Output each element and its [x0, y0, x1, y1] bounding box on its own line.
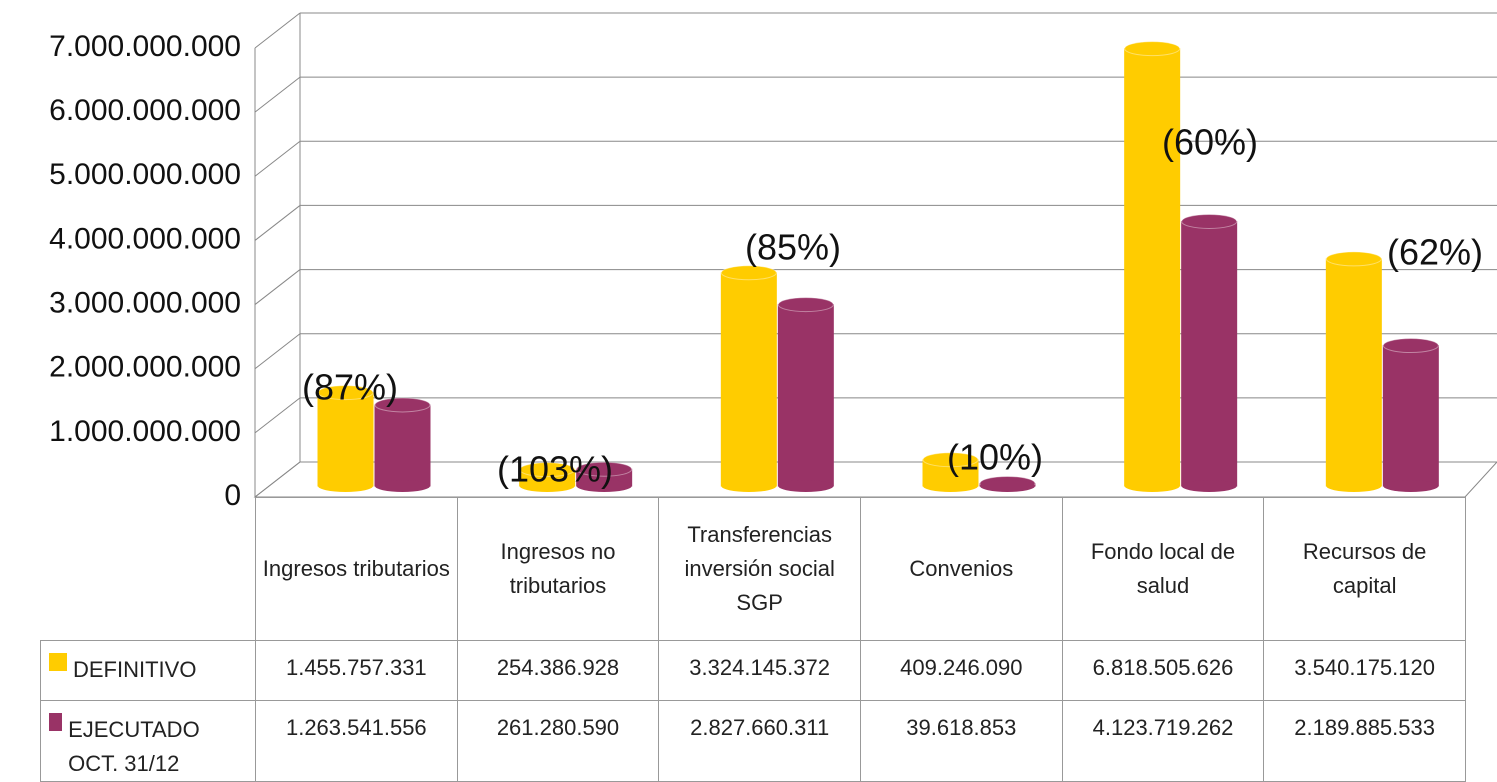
bar-base: [778, 480, 834, 492]
legend-label: DEFINITIVO: [73, 657, 197, 682]
x-tick-label: Recursos de capital: [1263, 497, 1466, 641]
annotation: (85%): [745, 227, 841, 268]
table-value: 2.827.660.311: [658, 700, 861, 782]
bar-cap: [1124, 41, 1181, 57]
x-tick-label: Transferencias inversión social SGP: [658, 497, 861, 641]
bar-base: [318, 480, 373, 492]
bar-base: [721, 480, 777, 492]
y-tick-label: 0: [224, 479, 241, 512]
bar-base: [1383, 480, 1439, 492]
bar: [1382, 345, 1439, 487]
table-value: 409.246.090: [860, 640, 1063, 701]
table-value: 39.618.853: [860, 700, 1063, 782]
bar-base: [923, 480, 978, 492]
bar-cap: [1382, 338, 1439, 354]
bar-cap: [720, 265, 777, 281]
bar: [720, 272, 777, 487]
grid-line: [254, 76, 301, 113]
annotation: (10%): [947, 437, 1043, 478]
y-tick-label: 1.000.000.000: [49, 415, 241, 448]
bar: [1325, 258, 1382, 487]
bar-base: [1326, 480, 1382, 492]
annotation: (103%): [497, 449, 613, 490]
legend-entry: DEFINITIVO: [40, 640, 256, 701]
bar-base: [1124, 480, 1180, 492]
bar-base: [980, 480, 1035, 492]
bar: [1181, 220, 1238, 487]
bar-base: [1181, 480, 1237, 492]
grid-line: [254, 333, 301, 370]
grid-line: [254, 461, 301, 498]
bar: [777, 304, 834, 487]
y-tick-label: 5.000.000.000: [49, 158, 241, 191]
grid-line: [254, 269, 301, 305]
y-tick-label: 6.000.000.000: [49, 94, 241, 127]
table-value: 261.280.590: [456, 700, 660, 782]
bar-cap: [519, 462, 576, 478]
table-value: 2.189.885.533: [1263, 700, 1466, 782]
bar-base: [519, 480, 575, 492]
legend-swatch: [49, 713, 63, 731]
bar: [317, 392, 374, 487]
y-tick-label: 3.000.000.000: [49, 286, 241, 319]
legend-swatch: [49, 653, 67, 671]
bar-cap: [777, 297, 834, 313]
table-value: 6.818.505.626: [1061, 640, 1265, 701]
table-value: 1.263.541.556: [255, 700, 458, 782]
y-tick-label: 4.000.000.000: [49, 222, 241, 255]
bar-cap: [1325, 251, 1382, 267]
bar: [1124, 48, 1181, 487]
grid-line: [254, 140, 301, 177]
bar-base: [375, 480, 430, 492]
bar-base: [576, 480, 632, 492]
bar-cap: [922, 452, 979, 468]
y-tick-label: 7.000.000.000: [49, 30, 241, 63]
bar: [374, 404, 431, 487]
bar-cap: [1181, 213, 1238, 229]
grid-line: [254, 12, 301, 49]
x-tick-label: Convenios: [860, 497, 1063, 641]
table-value: 254.386.928: [456, 640, 660, 701]
annotation: (87%): [302, 367, 398, 408]
grid-line: [254, 397, 301, 434]
legend-label: EJECUTADO OCT. 31/12: [68, 717, 200, 776]
grid-line: [254, 205, 301, 241]
legend-entry: EJECUTADO OCT. 31/12: [40, 700, 256, 782]
table-value: 3.540.175.120: [1263, 640, 1466, 701]
annotation: (62%): [1387, 232, 1483, 273]
x-tick-label: Ingresos no tributarios: [456, 497, 660, 641]
bar-cap: [576, 461, 633, 477]
table-value: 4.123.719.262: [1061, 700, 1265, 782]
x-tick-label: Fondo local de salud: [1061, 497, 1265, 641]
bar-cap: [317, 385, 374, 401]
y-tick-label: 2.000.000.000: [49, 351, 241, 384]
annotation: (60%): [1162, 122, 1258, 163]
table-value: 1.455.757.331: [255, 640, 458, 701]
table-value: 3.324.145.372: [658, 640, 861, 701]
floor: [253, 461, 1497, 498]
bar-cap: [374, 397, 431, 413]
x-tick-label: Ingresos tributarios: [255, 497, 458, 641]
